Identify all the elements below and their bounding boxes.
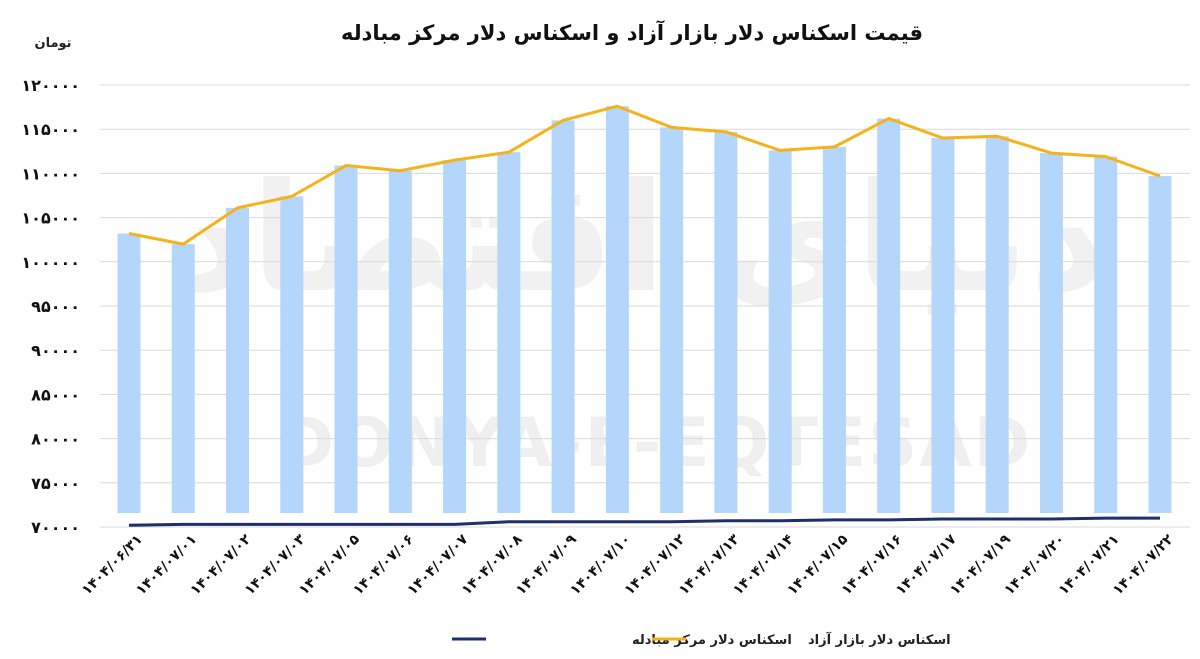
legend-label: اسکناس دلار مرکز مبادله [632, 633, 792, 648]
series-line [128, 516, 1160, 527]
legend: اسکناس دلار مرکز مبادله اسکناس دلار بازار… [452, 631, 951, 648]
chart-title: قیمت اسکناس دلار بازار آزاد و اسکناس دلا… [341, 20, 923, 45]
bar [171, 244, 195, 513]
bar-series [117, 106, 1172, 514]
y-axis-unit: تومان [34, 36, 71, 51]
bar [226, 207, 250, 513]
y-tick-label: ۹۰۰۰۰ [31, 341, 80, 360]
bar [1094, 156, 1118, 513]
bar [117, 233, 141, 513]
y-tick-label: ۸۵۰۰۰ [31, 385, 80, 404]
bar [714, 131, 738, 514]
y-tick-label: ۹۵۰۰۰ [31, 297, 80, 316]
y-tick-label: ۱۱۰۰۰۰ [21, 164, 80, 183]
bar [985, 136, 1009, 513]
bar [1148, 176, 1172, 513]
y-tick-label: ۱۱۵۰۰۰ [21, 120, 80, 139]
y-axis-ticks: ۷۰۰۰۰ ۷۵۰۰۰ ۸۰۰۰۰ ۸۵۰۰۰ ۹۰۰۰۰ ۹۵۰۰۰ ۱۰۰۰۰۰ ۱۰۵۰… [21, 76, 80, 537]
bar [768, 150, 792, 513]
y-tick-label: ۷۵۰۰۰ [31, 474, 80, 493]
y-tick-label: ۱۰۰۰۰۰ [21, 253, 80, 272]
y-tick-label: ۸۰۰۰۰ [31, 430, 80, 449]
bar [877, 118, 901, 513]
y-tick-label: ۷۰۰۰۰ [31, 518, 80, 537]
legend-label: اسکناس دلار بازار آزاد [808, 631, 951, 648]
y-tick-label: ۱۰۵۰۰۰ [21, 209, 80, 228]
bar [931, 138, 955, 514]
bar [334, 165, 358, 513]
x-axis-ticks: ۱۴۰۴/۰۶/۳۱۱۴۰۴/۰۷/۰۱۱۴۰۴/۰۷/۰۲۱۴۰۴/۰۷/۰۳… [79, 531, 1177, 598]
watermark-persian: دنیای اقتصاد [174, 152, 1107, 326]
bar [1039, 153, 1063, 513]
bar [280, 196, 304, 513]
bar [443, 160, 467, 513]
y-tick-label: ۱۲۰۰۰۰ [21, 76, 80, 95]
bar [822, 146, 846, 513]
watermark: DONYA-E-EQTESAD دنیای اقتصاد [174, 152, 1107, 483]
series-line [128, 104, 1161, 246]
bar [605, 106, 629, 513]
bar [551, 120, 575, 514]
bar [660, 127, 684, 513]
bar [388, 170, 412, 514]
line-series [128, 104, 1161, 527]
bar [497, 152, 521, 513]
